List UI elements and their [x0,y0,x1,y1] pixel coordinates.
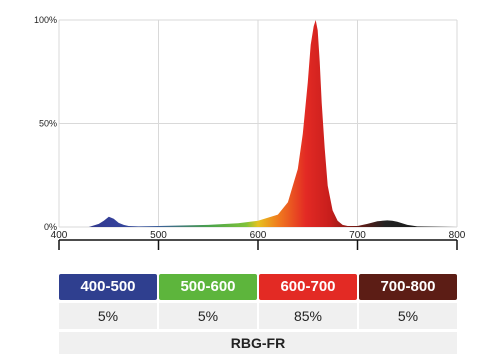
x-axis [58,239,458,250]
band-percent-row: 5% 5% 85% 5% [59,303,457,329]
y-tick-label-100: 100% [34,15,57,25]
y-tick-label-50: 50% [39,119,57,129]
spectrum-name: RBG-FR [59,332,457,354]
y-tick-label-0: 0% [44,222,57,232]
band-value-700-800: 5% [359,303,457,329]
band-label-700-800: 700-800 [359,274,457,300]
y-axis-labels: 0% 50% 100% [34,15,57,232]
band-label-600-700: 600-700 [259,274,357,300]
chart-grid [58,19,458,228]
band-label-400-500: 400-500 [59,274,157,300]
x-tick-label-800: 800 [449,230,466,241]
x-axis-labels: 400 500 600 700 800 [51,230,466,241]
band-value-400-500: 5% [59,303,157,329]
x-tick-label-600: 600 [250,230,267,241]
band-value-500-600: 5% [159,303,257,329]
band-value-600-700: 85% [259,303,357,329]
x-tick-label-500: 500 [150,230,167,241]
band-header-row: 400-500 500-600 600-700 700-800 [59,274,457,300]
band-label-500-600: 500-600 [159,274,257,300]
band-summary: 400-500 500-600 600-700 700-800 5% 5% 85… [59,274,457,354]
x-tick-label-700: 700 [349,230,366,241]
spectrum-chart: 0% 50% 100% 400 500 600 700 800 [34,15,466,250]
x-tick-label-400: 400 [51,230,68,241]
